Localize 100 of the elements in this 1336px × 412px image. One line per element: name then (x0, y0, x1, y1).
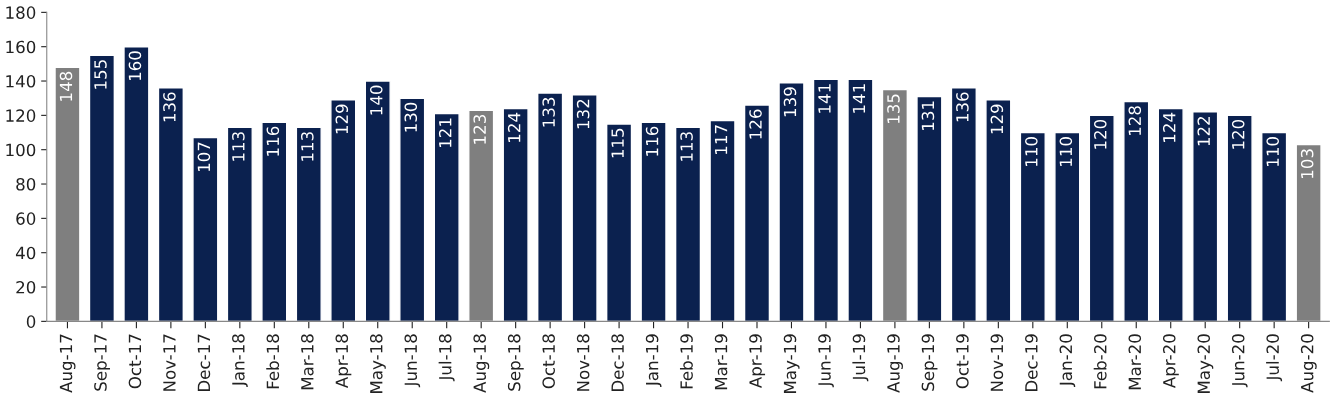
x-tick-label: Aug-17 (59, 334, 76, 393)
data-label: 141 (818, 84, 831, 113)
data-label: 124 (1162, 112, 1176, 142)
data-label: 110 (1025, 137, 1038, 166)
bar (1192, 111, 1219, 322)
y-tick-label: 0 (26, 315, 36, 328)
y-tick-label: 160 (6, 40, 36, 54)
x-tick-label: Jan-19 (645, 334, 662, 387)
bar (537, 92, 564, 322)
bar (123, 45, 150, 322)
bar (433, 112, 460, 322)
data-label: 115 (611, 128, 624, 158)
y-tick-label: 60 (16, 212, 36, 225)
data-label: 117 (714, 125, 728, 154)
x-tick-label: Jan-20 (1059, 334, 1076, 387)
data-label: 110 (1266, 137, 1279, 166)
bar (261, 121, 288, 322)
bar (364, 80, 391, 322)
data-label: 160 (128, 51, 142, 81)
data-label: 129 (335, 104, 349, 134)
data-label: 136 (956, 92, 969, 122)
bar (502, 107, 529, 322)
x-tick-label: Dec-18 (611, 334, 624, 391)
y-tick-label: 140 (6, 74, 36, 88)
x-tick-label: Nov-18 (576, 334, 590, 391)
x-tick-label: Apr-18 (335, 334, 352, 389)
y-tick-label: 100 (6, 143, 36, 157)
x-tick-label: Jun-19 (818, 334, 834, 388)
x-tick-label: Apr-20 (1162, 334, 1179, 389)
bar (226, 126, 253, 322)
x-tick-label: Feb-18 (266, 334, 280, 389)
x-tick-label: Sep-17 (94, 334, 110, 391)
x-tick-label: May-20 (1197, 334, 1214, 393)
bar (605, 123, 633, 322)
x-tick-label: Dec-19 (1025, 334, 1038, 391)
data-label: 113 (680, 132, 693, 161)
x-tick-label: Feb-20 (1093, 334, 1107, 389)
x-tick-label: Jul-19 (852, 334, 869, 382)
bar (778, 82, 805, 322)
bar (88, 54, 116, 322)
x-tick-label: Jul-20 (1266, 334, 1283, 382)
data-label: 110 (1059, 137, 1073, 166)
data-label: 135 (887, 94, 900, 124)
x-tick-label: Aug-18 (473, 334, 490, 393)
data-label: 130 (404, 102, 418, 132)
data-label: 141 (852, 84, 866, 113)
x-tick-label: May-19 (783, 334, 800, 393)
data-label: 116 (266, 126, 280, 156)
x-tick-label: Mar-19 (714, 334, 728, 390)
data-label: 116 (645, 126, 659, 156)
bar (157, 87, 184, 322)
x-tick-label: Aug-20 (1300, 334, 1317, 393)
x-tick-label: Apr-19 (749, 334, 766, 389)
bar (192, 136, 219, 322)
bar (950, 87, 977, 322)
data-label: 122 (1197, 117, 1210, 146)
data-label: 136 (163, 92, 176, 122)
y-tick-label: 20 (16, 280, 36, 294)
x-tick-label: Oct-18 (542, 334, 555, 389)
bar (295, 126, 322, 322)
y-tick-label: 120 (6, 109, 36, 122)
bar (640, 121, 667, 322)
x-tick-label: Aug-19 (887, 334, 903, 393)
bar (709, 119, 736, 322)
x-tick-label: Oct-19 (956, 334, 969, 389)
data-label: 107 (197, 142, 211, 172)
bar (812, 78, 840, 322)
bar (743, 104, 771, 322)
bar (571, 94, 598, 322)
y-tick-label: 180 (6, 6, 36, 19)
x-tick-label: Mar-18 (301, 334, 314, 390)
x-tick-label: Dec-17 (197, 334, 211, 391)
data-label: 133 (542, 97, 555, 127)
x-tick-label: May-18 (369, 334, 386, 393)
bar (399, 97, 426, 322)
data-label: 131 (921, 101, 935, 130)
x-tick-label: Sep-18 (507, 334, 524, 391)
data-label: 155 (94, 60, 107, 89)
bar (1226, 114, 1253, 322)
data-label: 148 (59, 71, 73, 101)
data-label: 113 (301, 132, 314, 161)
data-label: 113 (232, 132, 245, 161)
x-tick-label: Nov-17 (163, 334, 176, 391)
data-label: 103 (1300, 149, 1314, 178)
bar (1261, 131, 1288, 322)
y-tick-label: 40 (15, 246, 36, 260)
data-label: 123 (473, 114, 487, 144)
data-label: 120 (1094, 119, 1107, 149)
bar (674, 126, 702, 322)
y-tick-label: 80 (16, 177, 36, 191)
bar (847, 78, 874, 322)
bar (1019, 131, 1046, 322)
x-tick-label: Nov-19 (990, 334, 1004, 391)
x-tick-label: Jan-18 (232, 334, 248, 387)
x-tick-label: Jul-18 (438, 334, 455, 382)
x-tick-label: Feb-19 (679, 334, 693, 389)
bar (1088, 114, 1115, 322)
bar (916, 95, 943, 322)
data-label: 132 (576, 99, 590, 129)
data-label: 140 (369, 85, 383, 115)
